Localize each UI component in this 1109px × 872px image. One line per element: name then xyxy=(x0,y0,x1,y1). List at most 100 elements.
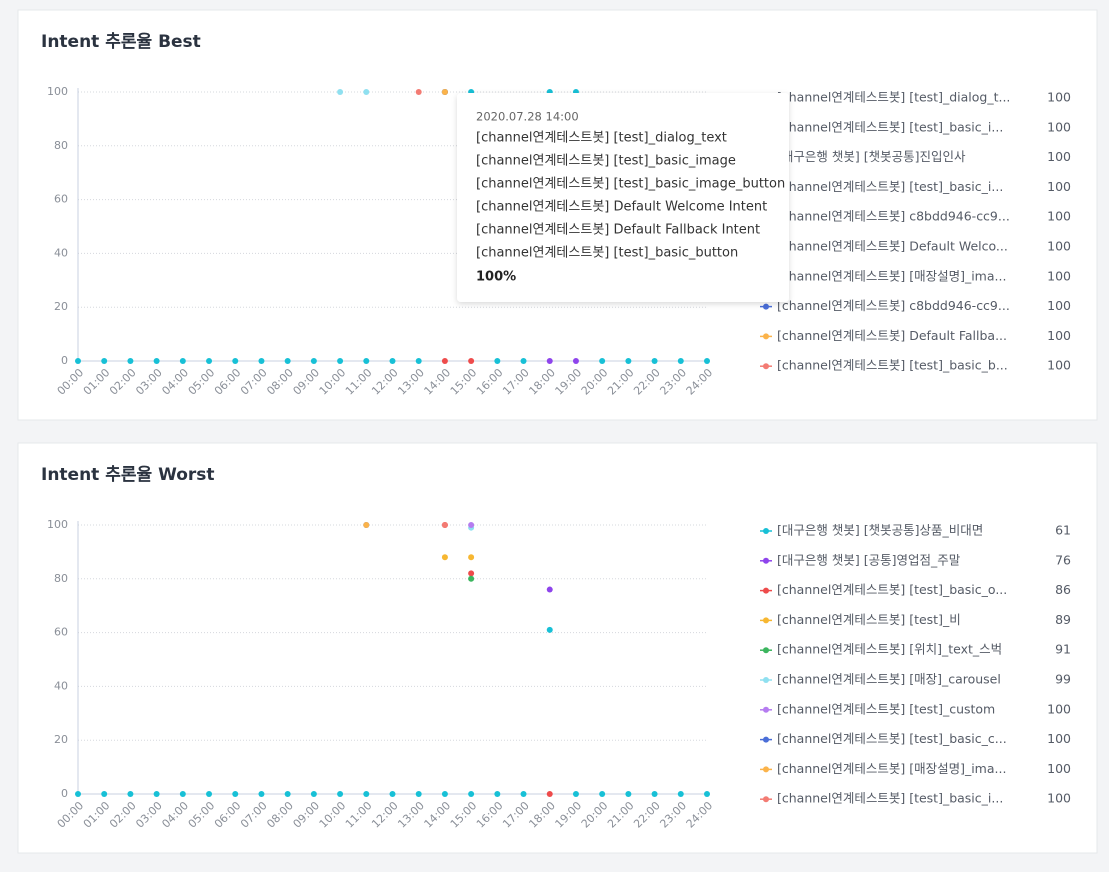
legend-value: 99 xyxy=(1055,672,1071,687)
y-tick-label: 80 xyxy=(54,139,68,152)
data-point xyxy=(599,358,606,364)
legend-label: [channel연계테스트봇] Default Welco... xyxy=(777,239,1008,254)
legend-value: 100 xyxy=(1047,149,1071,164)
data-point xyxy=(625,791,632,797)
y-tick-label: 60 xyxy=(54,193,68,206)
legend-value: 91 xyxy=(1055,642,1071,657)
legend-value: 100 xyxy=(1047,209,1071,224)
data-point xyxy=(546,586,553,593)
data-point xyxy=(546,626,553,633)
legend-label: [channel연계테스트봇] [test]_basic_i... xyxy=(777,791,1003,806)
data-point xyxy=(415,358,422,364)
tooltip-value: 100% xyxy=(476,270,516,285)
data-point xyxy=(206,358,213,364)
legend-label: [channel연계테스트봇] [test]_basic_i... xyxy=(777,119,1003,134)
legend-value: 100 xyxy=(1047,701,1071,716)
legend-value: 76 xyxy=(1055,552,1071,567)
data-point xyxy=(75,358,81,364)
data-point xyxy=(468,522,475,528)
legend-swatch xyxy=(763,677,769,683)
data-point xyxy=(284,358,291,364)
legend-label: [channel연계테스트봇] c8bdd946-cc9... xyxy=(777,298,1010,313)
data-point xyxy=(572,358,579,364)
legend-value: 100 xyxy=(1047,731,1071,746)
y-tick-label: 20 xyxy=(54,300,68,313)
legend-label: [channel연계테스트봇] [위치]_text_스벅 xyxy=(777,642,1002,657)
data-point xyxy=(363,522,370,528)
y-tick-label: 0 xyxy=(61,354,68,367)
tooltip-line: [channel연계테스트봇] [test]_dialog_text xyxy=(476,131,727,146)
data-point xyxy=(441,554,448,561)
data-point xyxy=(179,358,186,364)
data-point xyxy=(704,358,710,364)
y-tick-label: 60 xyxy=(54,626,68,639)
legend-label: [channel연계테스트봇] [test]_custom xyxy=(777,701,995,716)
data-point xyxy=(101,358,108,364)
tooltip-title: 2020.07.28 14:00 xyxy=(476,110,579,124)
legend-label: [channel연계테스트봇] [test]_basic_c... xyxy=(777,731,1007,746)
data-point xyxy=(415,89,422,95)
data-point xyxy=(520,358,527,364)
legend-swatch xyxy=(763,303,769,310)
data-point xyxy=(677,791,684,797)
legend-value: 100 xyxy=(1047,358,1071,373)
card xyxy=(17,442,1098,854)
data-point xyxy=(468,791,475,797)
legend-label: [channel연계테스트봇] c8bdd946-cc9... xyxy=(777,209,1010,224)
data-point xyxy=(389,791,396,797)
legend-value: 100 xyxy=(1047,119,1071,134)
legend-label: [channel연계테스트봇] [test]_비 xyxy=(777,612,961,627)
data-point xyxy=(677,358,684,364)
tooltip-line: [channel연계테스트봇] Default Fallback Intent xyxy=(476,223,760,238)
legend-value: 100 xyxy=(1047,328,1071,343)
data-point xyxy=(546,358,553,364)
data-point xyxy=(337,791,344,797)
legend-label: [channel연계테스트봇] Default Fallba... xyxy=(777,328,1007,343)
data-point xyxy=(232,791,239,797)
chart-title: Intent 추론율 Best xyxy=(41,32,201,52)
legend-swatch xyxy=(763,363,769,370)
legend-value: 89 xyxy=(1055,612,1071,627)
data-point xyxy=(337,89,344,95)
legend-label: [channel연계테스트봇] [매장]_carousel xyxy=(777,672,1001,687)
legend-label: [channel연계테스트봇] [test]_basic_b... xyxy=(777,358,1008,373)
data-point xyxy=(179,791,186,797)
legend-value: 100 xyxy=(1047,791,1071,806)
legend-label: [channel연계테스트봇] [test]_dialog_t... xyxy=(777,90,1010,105)
data-point xyxy=(520,791,527,797)
tooltip-line: [channel연계테스트봇] [test]_basic_image_butto… xyxy=(476,177,785,192)
data-point xyxy=(441,89,448,95)
y-tick-label: 80 xyxy=(54,572,68,585)
data-point xyxy=(468,358,475,364)
legend-swatch xyxy=(763,706,769,713)
legend-label: [channel연계테스트봇] [매장설명]_ima... xyxy=(777,761,1006,776)
legend-swatch xyxy=(763,766,769,773)
y-tick-label: 100 xyxy=(47,518,68,531)
data-point xyxy=(153,791,160,797)
data-point xyxy=(468,575,475,582)
legend-swatch xyxy=(763,796,769,803)
data-point xyxy=(494,791,501,797)
legend-value: 61 xyxy=(1055,523,1071,538)
data-point xyxy=(363,791,370,797)
data-point xyxy=(599,791,606,797)
data-point xyxy=(572,791,579,797)
y-tick-label: 40 xyxy=(54,679,68,692)
data-point xyxy=(127,791,134,797)
legend-swatch xyxy=(763,333,769,340)
data-point xyxy=(75,791,81,797)
legend-swatch xyxy=(763,557,769,564)
data-point xyxy=(704,791,710,797)
legend-label: [대구은행 챗봇] [챗봇공통]상품_비대면 xyxy=(777,523,983,538)
data-point xyxy=(441,522,448,528)
data-point xyxy=(101,791,108,797)
data-point xyxy=(441,791,448,797)
legend-label: [channel연계테스트봇] [test]_basic_o... xyxy=(777,582,1007,597)
data-point xyxy=(363,358,370,364)
tooltip-line: [channel연계테스트봇] [test]_basic_button xyxy=(476,246,738,261)
y-tick-label: 0 xyxy=(61,787,68,800)
legend-value: 86 xyxy=(1055,582,1071,597)
data-point xyxy=(232,358,239,364)
data-point xyxy=(468,570,475,577)
